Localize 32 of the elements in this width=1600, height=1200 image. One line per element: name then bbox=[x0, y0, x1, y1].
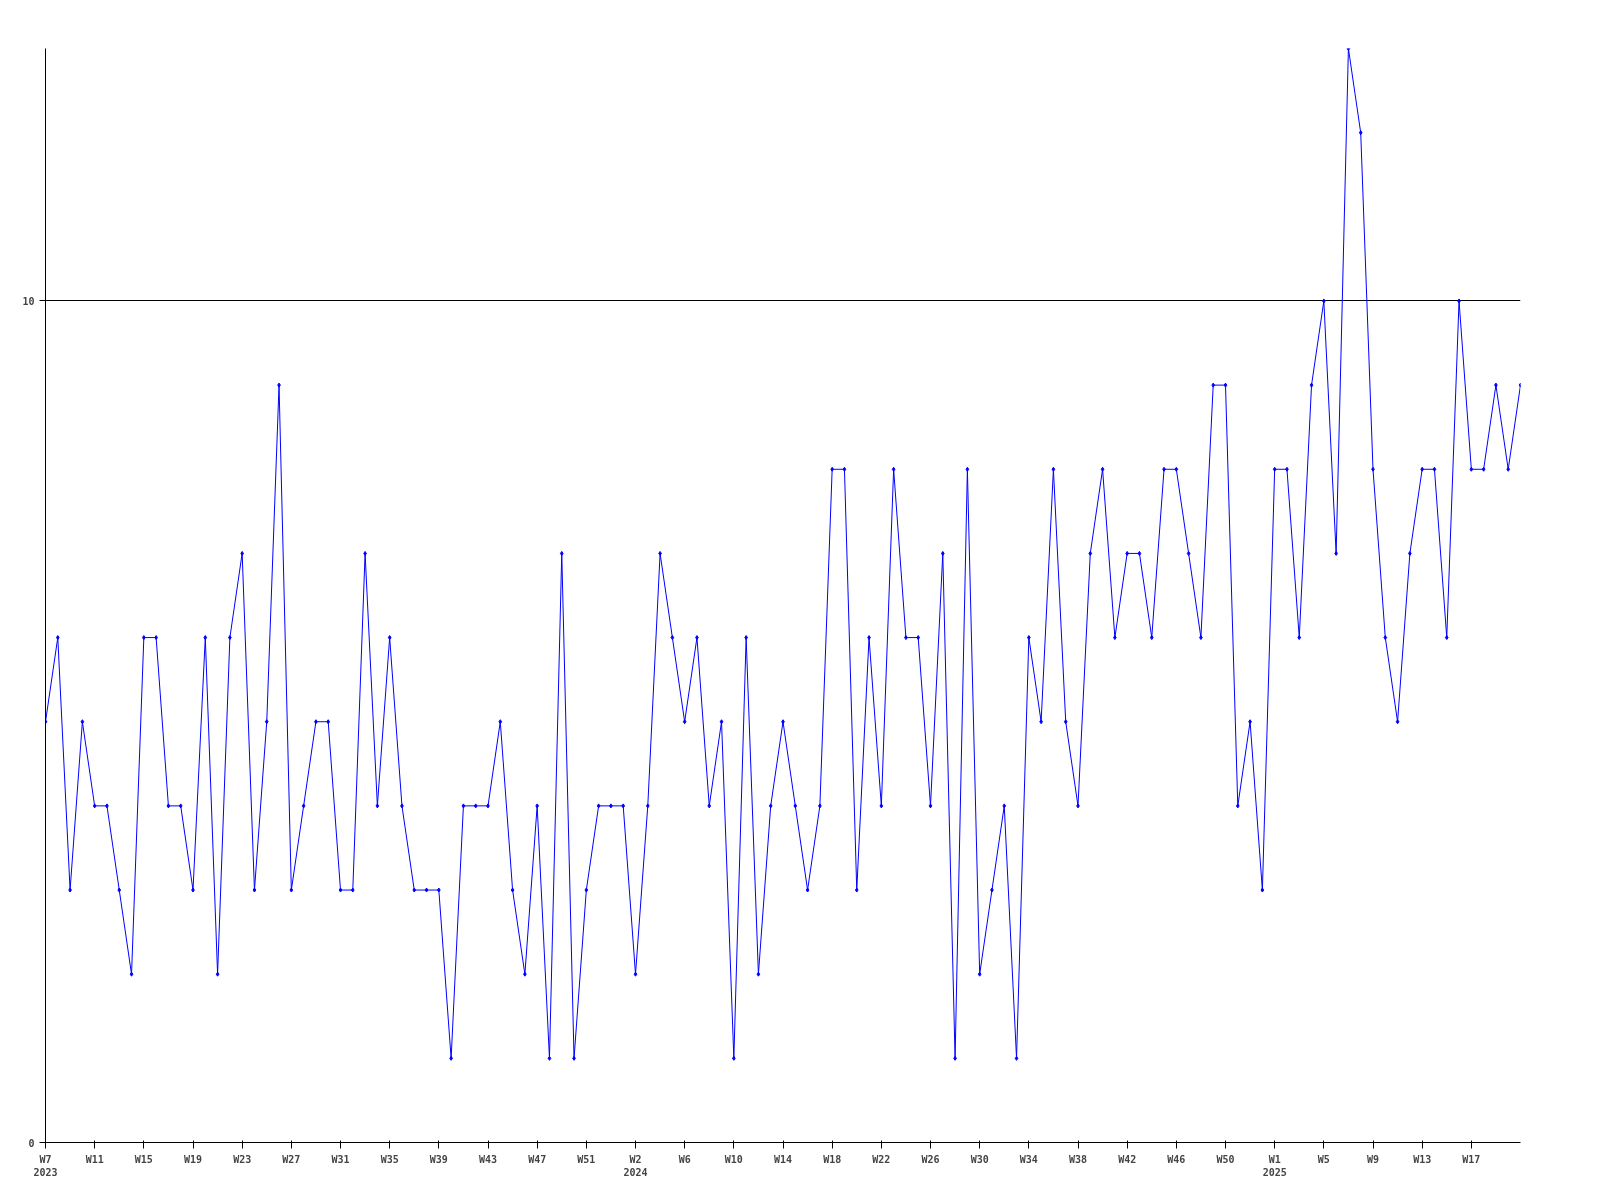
y-tick-label: 10 bbox=[22, 295, 35, 307]
x-tick-label: W39 bbox=[429, 1153, 448, 1165]
x-tick-label: W23 bbox=[233, 1153, 252, 1165]
x-tick-label: W9 bbox=[1366, 1153, 1380, 1165]
x-tick-label: W51 bbox=[577, 1153, 596, 1165]
x-tick-label: W1 2025 bbox=[1262, 1153, 1287, 1178]
x-tick-label: W34 bbox=[1019, 1153, 1038, 1165]
x-tick-label: W19 bbox=[183, 1153, 203, 1165]
x-tick-label: W27 bbox=[282, 1153, 301, 1165]
x-tick-label: W14 bbox=[773, 1153, 793, 1165]
x-tick-label: W13 bbox=[1413, 1153, 1432, 1165]
x-tick-label: W6 bbox=[678, 1153, 691, 1165]
x-tick-label: W7 2023 bbox=[33, 1153, 58, 1178]
x-tick-label: W46 bbox=[1167, 1153, 1186, 1165]
x-tick-label: W38 bbox=[1068, 1153, 1088, 1165]
x-tick-label: W17 bbox=[1462, 1153, 1481, 1165]
x-tick-label: W26 bbox=[921, 1153, 940, 1165]
x-tick-label: W18 bbox=[823, 1153, 842, 1165]
x-tick-label: W35 bbox=[380, 1153, 399, 1165]
x-tick-label: W11 bbox=[85, 1153, 104, 1165]
x-tick-label: W15 bbox=[134, 1153, 153, 1165]
x-tick-label: W43 bbox=[478, 1153, 498, 1165]
x-tick-label: W31 bbox=[331, 1153, 350, 1165]
x-tick-label: W30 bbox=[970, 1153, 989, 1165]
x-tick-label: W47 bbox=[528, 1153, 547, 1165]
x-tick-label: W10 bbox=[724, 1153, 743, 1165]
x-tick-label: W50 bbox=[1216, 1153, 1235, 1165]
x-tick-label: W22 bbox=[872, 1153, 891, 1165]
x-tick-label: W2 2024 bbox=[623, 1153, 648, 1178]
x-tick-label: W42 bbox=[1118, 1153, 1137, 1165]
y-tick-label: 0 bbox=[28, 1137, 35, 1149]
x-tick-label: W5 bbox=[1317, 1153, 1330, 1165]
